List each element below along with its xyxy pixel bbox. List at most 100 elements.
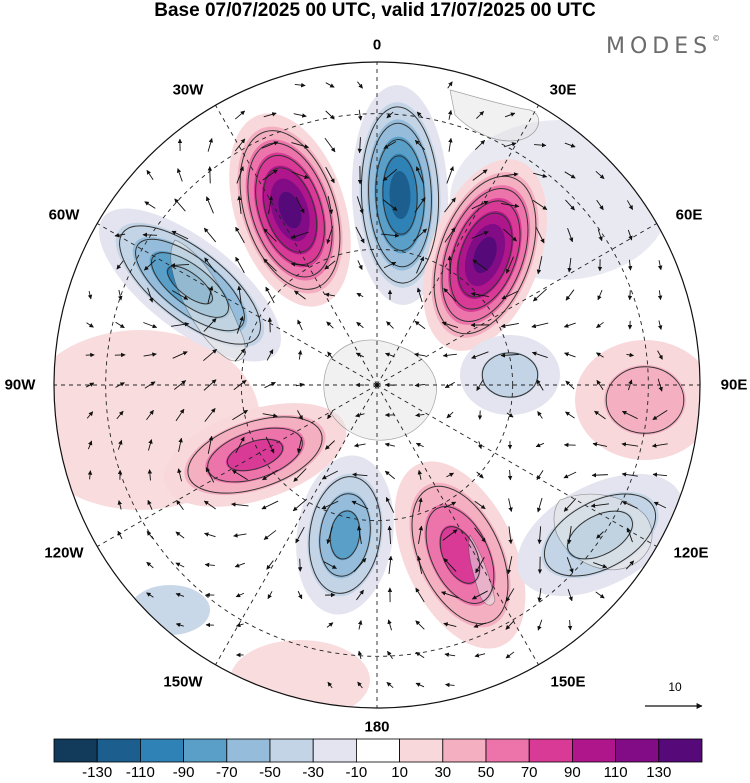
- wind-arrow: [235, 256, 245, 274]
- wind-arrow: [170, 263, 190, 268]
- wind-arrow: [294, 82, 306, 88]
- wind-arrow: [357, 525, 362, 544]
- wind-arrow: [207, 166, 213, 184]
- wind-arrow: [326, 622, 334, 628]
- wind-arrow: [207, 285, 214, 304]
- wind-arrow: [443, 622, 457, 627]
- wind-arrow: [327, 351, 333, 359]
- wind-arrow: [380, 233, 400, 238]
- colorbar-swatch: [658, 738, 703, 763]
- wind-arrow: [237, 195, 242, 214]
- wind-arrow: [204, 532, 216, 538]
- colorbar-swatch: [355, 738, 400, 763]
- wind-arrow: [116, 410, 124, 420]
- wind-arrow: [652, 472, 668, 477]
- wind-arrow: [355, 413, 365, 418]
- wind-arrow: [357, 260, 363, 270]
- wind-arrow: [472, 169, 488, 181]
- colorbar-swatch: [485, 738, 530, 763]
- wind-arrow: [296, 437, 303, 454]
- anomaly-patch: [130, 585, 210, 635]
- wind-arrow: [503, 142, 517, 148]
- wind-arrow: [203, 379, 217, 391]
- wind-arrow: [382, 199, 398, 211]
- anomaly-patch: [230, 640, 370, 708]
- wind-arrow: [175, 622, 184, 628]
- wind-arrow: [263, 112, 277, 118]
- wind-arrow: [564, 352, 576, 358]
- wind-arrow: [326, 526, 333, 545]
- wind-arrow: [325, 166, 335, 184]
- colorbar: [53, 738, 703, 763]
- wind-arrow: [234, 562, 245, 568]
- wind-arrow: [178, 437, 183, 452]
- wind-arrow: [448, 137, 453, 152]
- wind-arrow: [444, 501, 457, 509]
- wind-arrow: [471, 590, 488, 600]
- brand-text: MODES: [606, 34, 713, 59]
- wind-arrow: [266, 560, 274, 570]
- lon-label-60e: 60E: [675, 206, 703, 224]
- wind-arrow: [262, 413, 278, 418]
- lon-label-150e: 150E: [550, 673, 586, 691]
- wind-arrow: [416, 287, 423, 303]
- wind-arrow: [146, 169, 154, 180]
- wind-arrow: [355, 352, 365, 358]
- wind-arrow: [353, 443, 366, 448]
- wind-arrow: [297, 558, 303, 572]
- wind-arrow: [625, 560, 635, 570]
- wind-arrow: [627, 290, 633, 301]
- colorbar-tick-label: -30: [302, 764, 325, 781]
- wind-arrow: [388, 555, 393, 574]
- wind-arrow: [594, 410, 606, 420]
- wind-arrow: [357, 137, 363, 154]
- lon-label-90w: 90W: [4, 376, 36, 394]
- wind-arrow: [351, 500, 369, 510]
- wind-arrow: [143, 259, 156, 271]
- wind-arrow: [117, 500, 123, 510]
- colorbar-swatch: [442, 738, 487, 763]
- vector-scale-label: 10: [668, 680, 682, 694]
- colorbar-tick-label: 110: [603, 764, 628, 781]
- wind-arrow: [414, 320, 426, 330]
- wind-arrow: [142, 232, 158, 238]
- wind-arrow: [657, 320, 663, 330]
- wind-arrow: [356, 196, 364, 215]
- wind-arrow: [147, 469, 153, 481]
- wind-arrow: [357, 81, 363, 89]
- wind-arrow: [87, 440, 93, 450]
- lon-label-120w: 120W: [44, 544, 84, 562]
- wind-arrow: [87, 290, 93, 300]
- wind-arrow: [446, 472, 455, 478]
- colorbar-tick-label: 130: [646, 764, 672, 781]
- wind-arrow: [470, 291, 489, 297]
- wind-arrow: [565, 380, 575, 390]
- wind-arrow: [203, 227, 217, 243]
- wind-arrow: [415, 620, 425, 630]
- wind-arrow: [387, 525, 392, 545]
- wind-arrow: [143, 322, 158, 329]
- colorbar-swatch: [96, 738, 141, 763]
- contour-ring: [605, 366, 685, 434]
- wind-arrow: [383, 141, 397, 149]
- wind-arrow: [442, 353, 457, 358]
- wind-arrow: [321, 500, 339, 510]
- wind-arrow: [476, 471, 484, 479]
- contour-ring: [433, 175, 537, 335]
- colorbar-swatch: [183, 738, 228, 763]
- wind-arrow: [235, 592, 245, 598]
- wind-arrow: [626, 352, 635, 358]
- lon-label-30w: 30W: [172, 81, 204, 99]
- pole-marker: [375, 383, 379, 387]
- colorbar-tick-label: 70: [520, 764, 538, 781]
- map-border: [53, 61, 701, 709]
- wind-arrow: [414, 382, 425, 388]
- wind-arrow: [176, 499, 184, 510]
- lon-label-90e: 90E: [720, 376, 748, 394]
- colorbar-tick-label: -130: [82, 764, 113, 781]
- wind-arrow: [268, 195, 274, 214]
- wind-arrow: [416, 256, 425, 274]
- wind-arrow: [175, 562, 185, 568]
- wind-arrow: [537, 411, 543, 419]
